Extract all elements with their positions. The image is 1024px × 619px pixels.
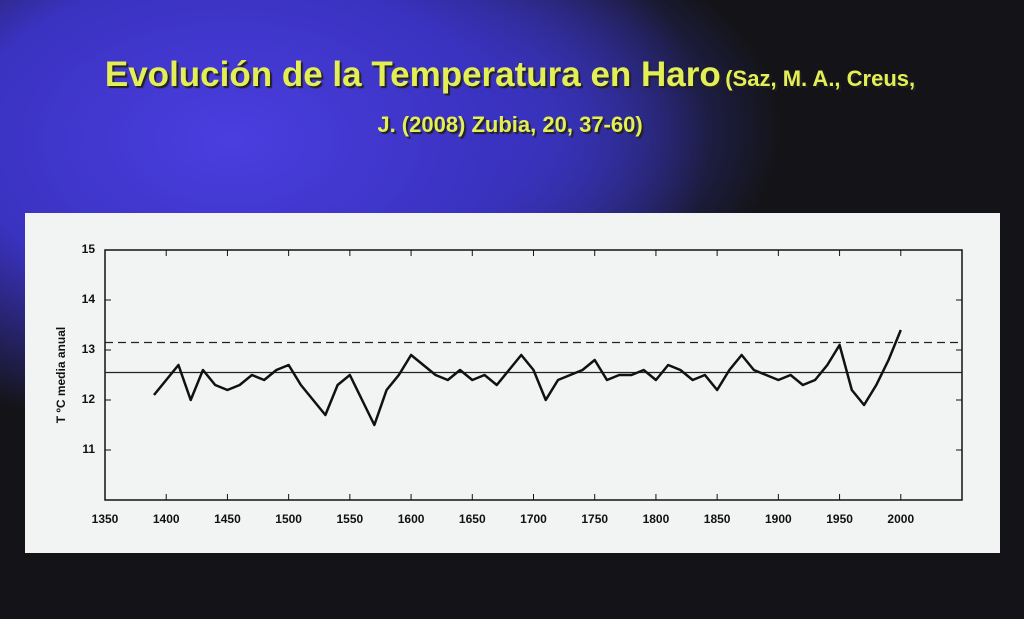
x-tick-label: 1700 xyxy=(520,512,547,526)
x-tick-label: 1900 xyxy=(765,512,792,526)
x-tick-label: 1800 xyxy=(643,512,670,526)
x-tick-label: 1500 xyxy=(275,512,302,526)
x-tick-label: 1650 xyxy=(459,512,486,526)
header: Evolución de la Temperatura en Haro (Saz… xyxy=(100,52,920,151)
y-tick-label: 14 xyxy=(82,292,96,306)
x-tick-label: 1600 xyxy=(398,512,425,526)
chart-title: Evolución de la Temperatura en Haro xyxy=(104,55,721,94)
x-tick-label: 1400 xyxy=(153,512,180,526)
series-line xyxy=(153,329,902,427)
x-tick-label: 2000 xyxy=(887,512,914,526)
y-tick-label: 13 xyxy=(82,342,96,356)
y-tick-label: 11 xyxy=(82,442,95,456)
x-tick-label: 1350 xyxy=(92,512,119,526)
x-tick-label: 1950 xyxy=(826,512,853,526)
y-axis-label: T ºC media anual xyxy=(54,327,68,423)
x-tick-label: 1750 xyxy=(581,512,608,526)
x-tick-label: 1850 xyxy=(704,512,731,526)
y-tick-label: 12 xyxy=(82,392,96,406)
x-tick-label: 1450 xyxy=(214,512,241,526)
y-tick-label: 15 xyxy=(82,242,96,256)
x-tick-label: 1550 xyxy=(337,512,364,526)
chart-subtitle: (Saz, M. A., Creus, J. (2008) Zubia, 20,… xyxy=(377,66,916,137)
chart-panel xyxy=(25,213,1000,553)
